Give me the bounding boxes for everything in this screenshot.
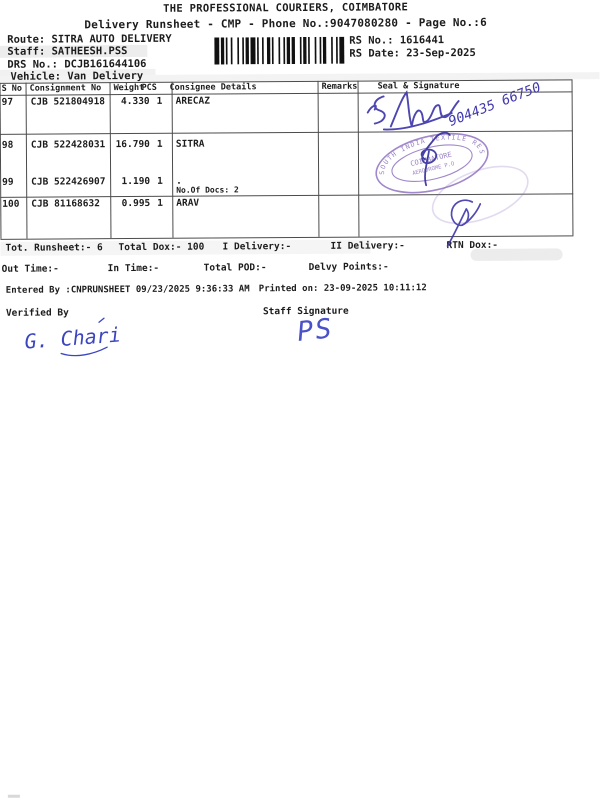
table-column-border [317, 80, 320, 237]
cell-weight: 4.330 [120, 95, 150, 108]
cell-weight: 0.995 [121, 197, 151, 210]
page-title: THE PROFESSIONAL COURIERS, COIMBATORE [163, 1, 409, 15]
cell-pcs: 1 [156, 95, 163, 107]
cell-weight: 16.790 [115, 138, 150, 151]
rs-date-line: RS Date: 23-Sep-2025 [349, 46, 476, 60]
stamp-po-text: AERODROME P.O [412, 161, 455, 177]
summary-out-time: Out Time:- [1, 263, 59, 275]
staff-signature-label: Staff Signature [262, 305, 349, 318]
cell-sno: 99 [2, 176, 14, 188]
table-row-border [0, 130, 573, 135]
rs-no-line: RS No.: 1616441 [349, 34, 445, 47]
scan-shading [7, 794, 20, 798]
summary-total-dox: Total Dox:- 100 [118, 241, 205, 254]
cell-pcs: 1 [156, 138, 163, 150]
handwritten-phone-number: 904435 66750 [446, 79, 543, 129]
col-header-sno: S No [1, 83, 23, 94]
summary-tot-runsheet: Tot. Runsheet:- 6 [5, 242, 103, 254]
cell-consignment: CJB 81168632 [31, 198, 100, 210]
verified-signature: G. Chari [24, 317, 122, 357]
table-column-border [25, 82, 28, 239]
col-header-consignment: Consignment No [29, 83, 102, 94]
summary-i-delivery: I Delivery:- [222, 241, 292, 253]
summary-rtn-dox: RTN Dox:- [446, 239, 499, 252]
row97-signature [366, 90, 460, 131]
cell-consignee: SITRA [175, 138, 205, 150]
stamp-city-text: COIMBATORE [410, 151, 453, 169]
table-column-border [171, 81, 174, 238]
cell-sno: 100 [2, 198, 20, 210]
table-column-border [357, 80, 360, 237]
cell-docs-note: No.Of Docs: 2 [176, 185, 239, 195]
table-column-border [571, 79, 574, 236]
cell-weight: 1.190 [121, 175, 151, 188]
cell-sno: 98 [1, 139, 14, 151]
table-row-border [0, 193, 574, 198]
cell-consignment: CJB 521804918 [30, 96, 106, 108]
cell-pcs: 1 [157, 175, 163, 187]
col-header-consignee: Consignee Details [169, 82, 257, 93]
summary-delvy-points: Delvy Points:- [308, 261, 389, 273]
col-header-weight: Weight [113, 82, 145, 94]
page-subtitle: Delivery Runsheet - CMP - Phone No.:9047… [84, 15, 487, 32]
verified-by-label: Verified By [5, 307, 69, 319]
cell-consignee: ARAV [176, 197, 200, 209]
svg-text:G. Chari: G. Chari [24, 322, 122, 353]
staff-line: Staff: SATHEESH.PSS [7, 45, 128, 58]
col-header-seal: Seal & Signature [377, 81, 460, 92]
entered-by-line: Entered By :CNPRUNSHEET 09/23/2025 9:36:… [5, 284, 250, 296]
col-header-remarks: Remarks [321, 81, 358, 92]
staff-signature-initials: PS [295, 313, 335, 348]
summary-ii-delivery: II Delivery:- [330, 240, 405, 252]
col-header-pcs: PCS [141, 82, 157, 93]
stamp-center-signature [420, 131, 451, 187]
cell-consignment: CJB 522426907 [31, 176, 106, 188]
printed-on-line: Printed on: 23-09-2025 10:11:12 [258, 283, 427, 295]
cell-consignment: CJB 522428031 [30, 139, 106, 151]
summary-in-time: In Time:- [107, 262, 160, 275]
cell-consignee: ARECAZ [175, 95, 210, 107]
barcode-image [214, 36, 345, 65]
summary-total-pod: Total POD:- [203, 262, 267, 274]
cell-pcs: 1 [157, 197, 164, 209]
cell-sno: 97 [1, 96, 14, 108]
